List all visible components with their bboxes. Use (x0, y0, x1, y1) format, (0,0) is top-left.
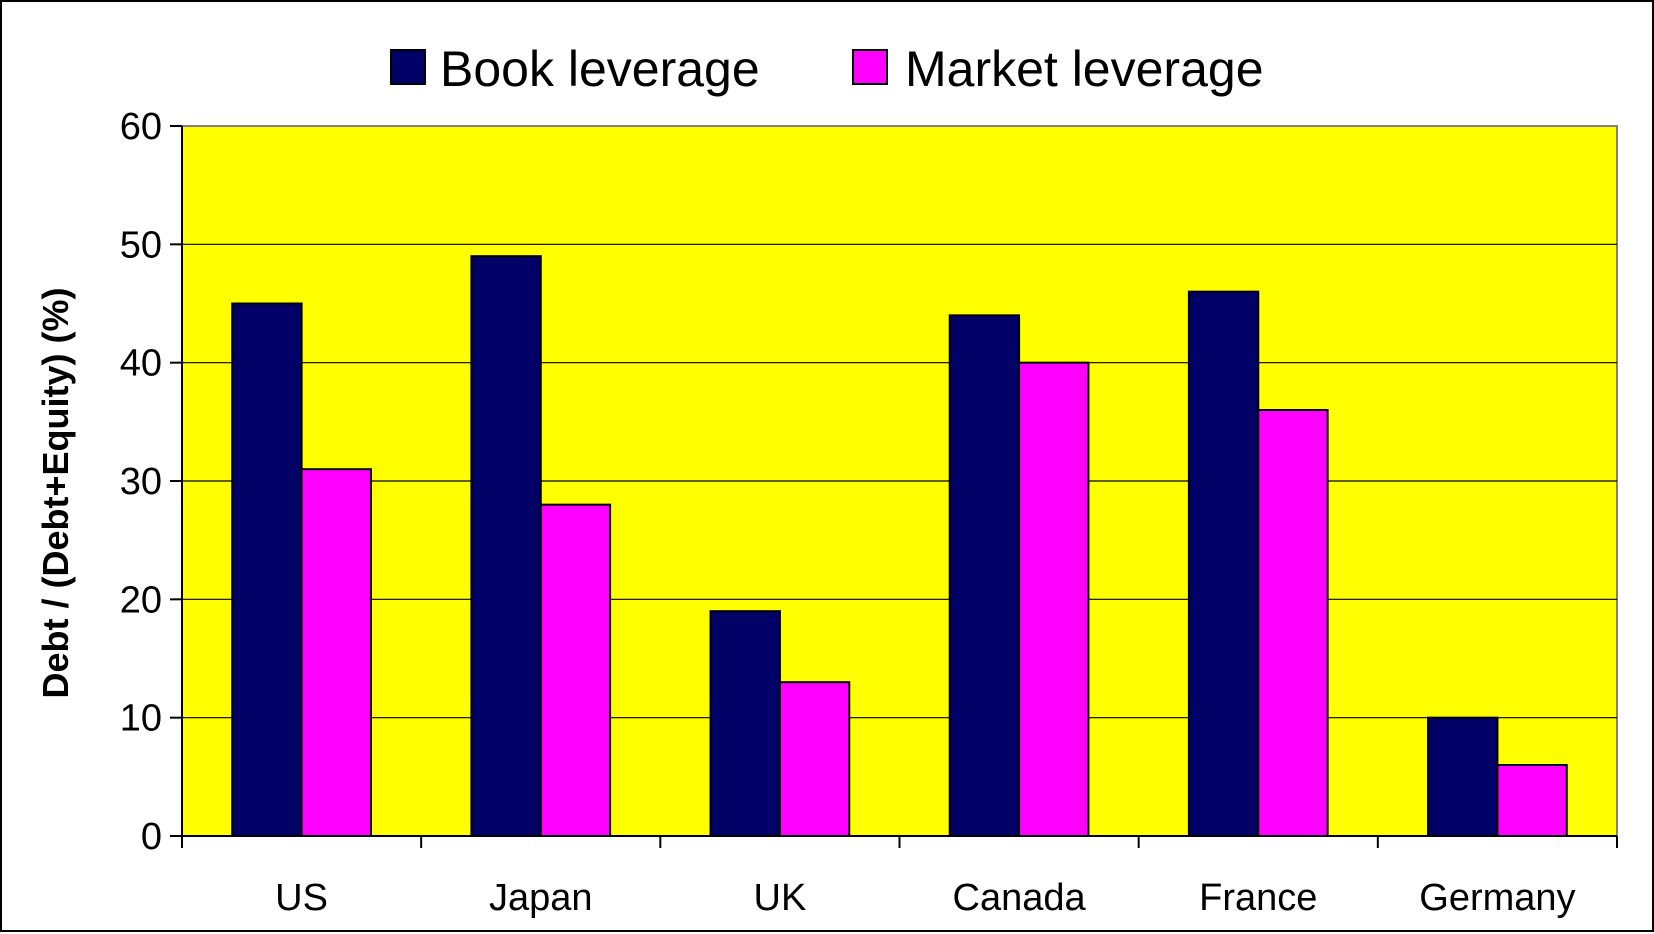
legend-label: Book leverage (440, 41, 760, 97)
y-tick-label: 10 (120, 698, 162, 740)
x-tick-label: Canada (953, 877, 1087, 919)
bar-market-leverage-canada (1018, 361, 1090, 837)
bar-book-leverage-canada (948, 314, 1021, 838)
x-tick-label: Japan (489, 877, 593, 919)
y-tick-label: 0 (141, 816, 162, 858)
bar-market-leverage-us (300, 468, 372, 837)
bar-book-leverage-japan (470, 255, 542, 837)
y-axis-ticks: 0 10 20 30 40 50 60 (120, 106, 182, 858)
legend-swatch (390, 49, 426, 85)
gridlines (182, 243, 1617, 719)
y-tick-label: 50 (120, 224, 162, 266)
bar-book-leverage-france (1187, 290, 1260, 837)
y-tick-label: 30 (120, 461, 162, 503)
legend-swatch (852, 49, 888, 85)
y-tick-label: 20 (120, 579, 162, 621)
bar-market-leverage-japan (539, 503, 612, 837)
y-tick-label: 40 (120, 343, 162, 385)
x-axis-ticks: US Japan UK Canada France Germany (181, 836, 1618, 919)
x-tick-label: France (1199, 877, 1317, 919)
legend: Book leverage Market leverage (390, 41, 1264, 97)
y-tick-label: 60 (120, 106, 162, 148)
bar-book-leverage-us (231, 302, 303, 837)
y-axis-label: Debt / (Debt+Equity) (%) (35, 288, 76, 699)
x-tick-label: Germany (1419, 877, 1575, 919)
legend-label: Market leverage (905, 41, 1264, 97)
x-tick-label: US (275, 877, 328, 919)
bar-market-leverage-uk (778, 681, 851, 838)
bar-book-leverage-uk (709, 610, 781, 838)
x-tick-label: UK (754, 877, 807, 919)
bars (231, 255, 1568, 838)
bar-market-leverage-france (1257, 409, 1329, 837)
bar-market-leverage-germany (1496, 764, 1568, 837)
bar-book-leverage-germany (1427, 716, 1499, 838)
